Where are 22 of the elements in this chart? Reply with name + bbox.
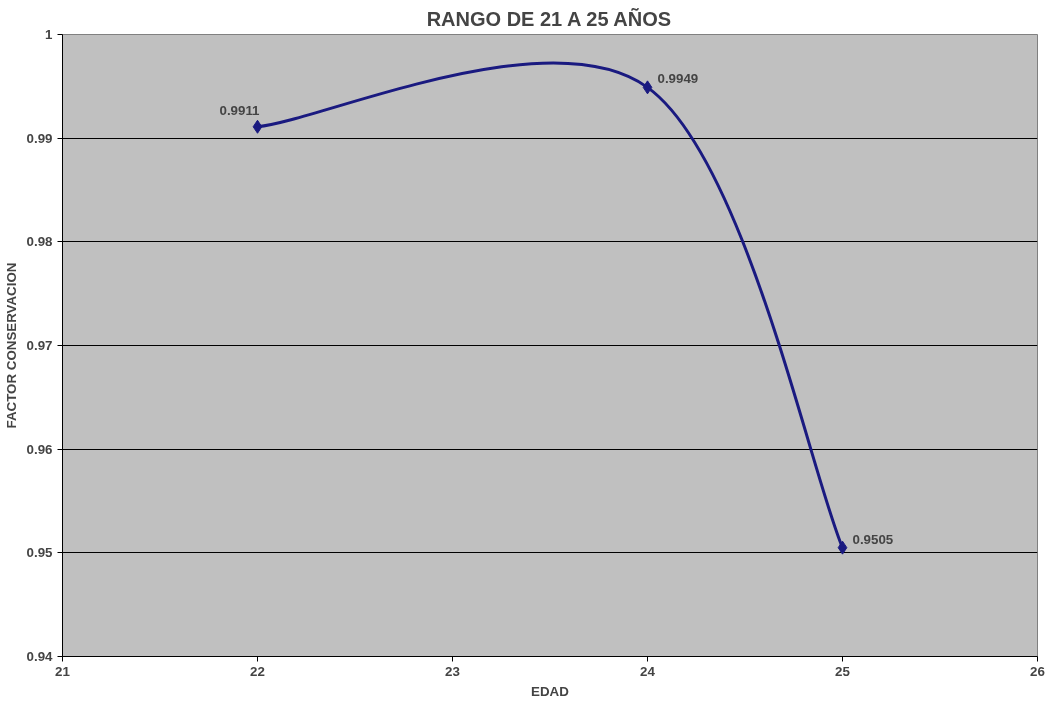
x-tick-label: 24: [640, 663, 656, 679]
chart-title: RANGO DE 21 A 25 AÑOS: [426, 7, 672, 30]
data-label: 0.9949: [657, 71, 699, 87]
x-tick-label: 22: [250, 663, 265, 679]
point: [642, 80, 653, 95]
y-axis-title: FACTOR CONSERVACION: [3, 262, 19, 429]
y-tick-label: 1: [45, 27, 54, 42]
x-axis-title: EDAD: [531, 683, 570, 699]
x-tick-label: 25: [835, 663, 851, 679]
data-label: 0.9911: [219, 102, 261, 118]
y-tick-label: 0.99: [26, 130, 53, 146]
y-tick-label: 0.96: [26, 441, 53, 457]
y-tick-label: 0.98: [26, 234, 53, 250]
data-label: 0.9505: [852, 531, 894, 547]
y-tick-label: 0.94: [26, 649, 54, 664]
y-tick-label: 0.97: [26, 338, 53, 353]
x-tick-label: 23: [445, 663, 460, 679]
y-tick-label: 0.95: [26, 545, 54, 561]
x-tick-label: 21: [55, 663, 71, 679]
point: [837, 540, 848, 555]
x-tick-label: 26: [1030, 663, 1045, 679]
point: [252, 119, 263, 134]
